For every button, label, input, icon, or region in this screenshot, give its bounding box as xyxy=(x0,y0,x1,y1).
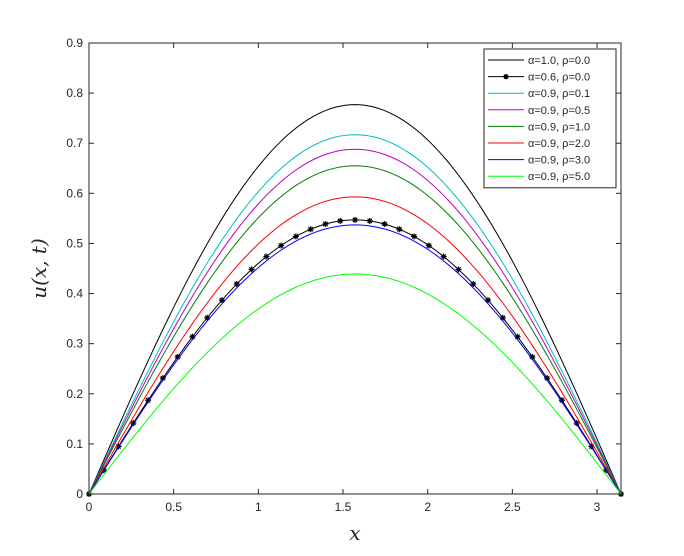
series-line-6 xyxy=(88,224,622,495)
legend-label: α=1.0, ρ=0.0 xyxy=(528,55,590,67)
legend-label: α=0.9, ρ=2.0 xyxy=(528,138,590,150)
series-point xyxy=(292,233,299,240)
series-point xyxy=(278,242,285,249)
series-point xyxy=(233,281,240,288)
x-tick-label: 2 xyxy=(424,500,431,514)
series-point xyxy=(263,253,270,260)
series-point xyxy=(337,217,344,224)
x-tick-label: 1 xyxy=(255,500,262,514)
legend-item: α=1.0, ρ=0.0 xyxy=(488,55,590,67)
legend-item: α=0.6, ρ=0.0 xyxy=(488,72,590,84)
plot-area: 0 0.5 1 1.5 2 2.5 3 0 0.1 0.2 0.3 0.4 0.5 0.6 0.7 0.8 0.… xyxy=(66,36,624,514)
series-point xyxy=(411,233,418,240)
legend-box xyxy=(483,48,617,189)
x-tick-label: 1.5 xyxy=(335,500,352,514)
series-point xyxy=(307,226,314,233)
series-point xyxy=(396,226,403,233)
x-tick-label: 0.5 xyxy=(165,500,182,514)
legend-label: α=0.9, ρ=0.5 xyxy=(528,105,590,117)
y-tick-label: 0 xyxy=(76,487,83,501)
y-tick-label: 0.4 xyxy=(66,287,83,301)
legend-item: α=0.9, ρ=3.0 xyxy=(488,155,590,167)
series-point xyxy=(470,281,477,288)
legend-item: α=0.9, ρ=0.1 xyxy=(488,88,590,100)
y-tick-label: 0.9 xyxy=(66,36,83,50)
series-line-3 xyxy=(88,148,622,495)
legend-label: α=0.9, ρ=1.0 xyxy=(528,121,590,133)
series-point xyxy=(352,216,358,223)
y-tick-label: 0.2 xyxy=(66,387,83,401)
legend-item: α=0.9, ρ=5.0 xyxy=(488,171,590,183)
series-point xyxy=(440,253,447,260)
x-tick-label: 3 xyxy=(594,500,601,514)
legend-item: α=0.9, ρ=0.5 xyxy=(488,105,590,117)
series-point xyxy=(455,266,462,273)
y-tick-label: 0.5 xyxy=(66,236,83,250)
y-axis-label: u(x, t) xyxy=(27,238,51,299)
series-point xyxy=(485,297,491,304)
series-point xyxy=(366,217,373,224)
y-tick-label: 0.7 xyxy=(66,136,83,150)
y-tick-label: 0.8 xyxy=(66,86,83,100)
x-tick-label: 0 xyxy=(86,500,93,514)
series-line-7 xyxy=(88,273,622,495)
legend-label: α=0.9, ρ=3.0 xyxy=(528,155,590,167)
legend-item: α=0.9, ρ=2.0 xyxy=(488,138,590,150)
series-point xyxy=(425,242,432,249)
series-point xyxy=(219,297,225,304)
series-point xyxy=(248,266,255,273)
series-line-0 xyxy=(88,104,622,495)
series-line-5 xyxy=(88,196,622,495)
x-tick-label: 2.5 xyxy=(504,500,521,514)
series-line-4 xyxy=(88,165,622,495)
legend: α=1.0, ρ=0.0 α=0.6, ρ=0.0 α=0.9, ρ=0.1 α=0.… xyxy=(483,48,617,189)
legend-label: α=0.9, ρ=0.1 xyxy=(528,88,590,100)
series-point xyxy=(381,221,388,228)
legend-item: α=0.9, ρ=1.0 xyxy=(488,121,590,133)
x-axis-label: x xyxy=(349,521,360,545)
y-tick-label: 0.3 xyxy=(66,337,83,351)
axes-frame xyxy=(88,42,622,495)
legend-label: α=0.6, ρ=0.0 xyxy=(528,72,590,84)
legend-label: α=0.9, ρ=5.0 xyxy=(528,171,590,183)
series-line-2 xyxy=(88,134,622,495)
series-point xyxy=(322,221,329,228)
y-tick-label: 0.1 xyxy=(66,437,83,451)
y-tick-label: 0.6 xyxy=(66,186,83,200)
legend-marker xyxy=(503,74,509,80)
